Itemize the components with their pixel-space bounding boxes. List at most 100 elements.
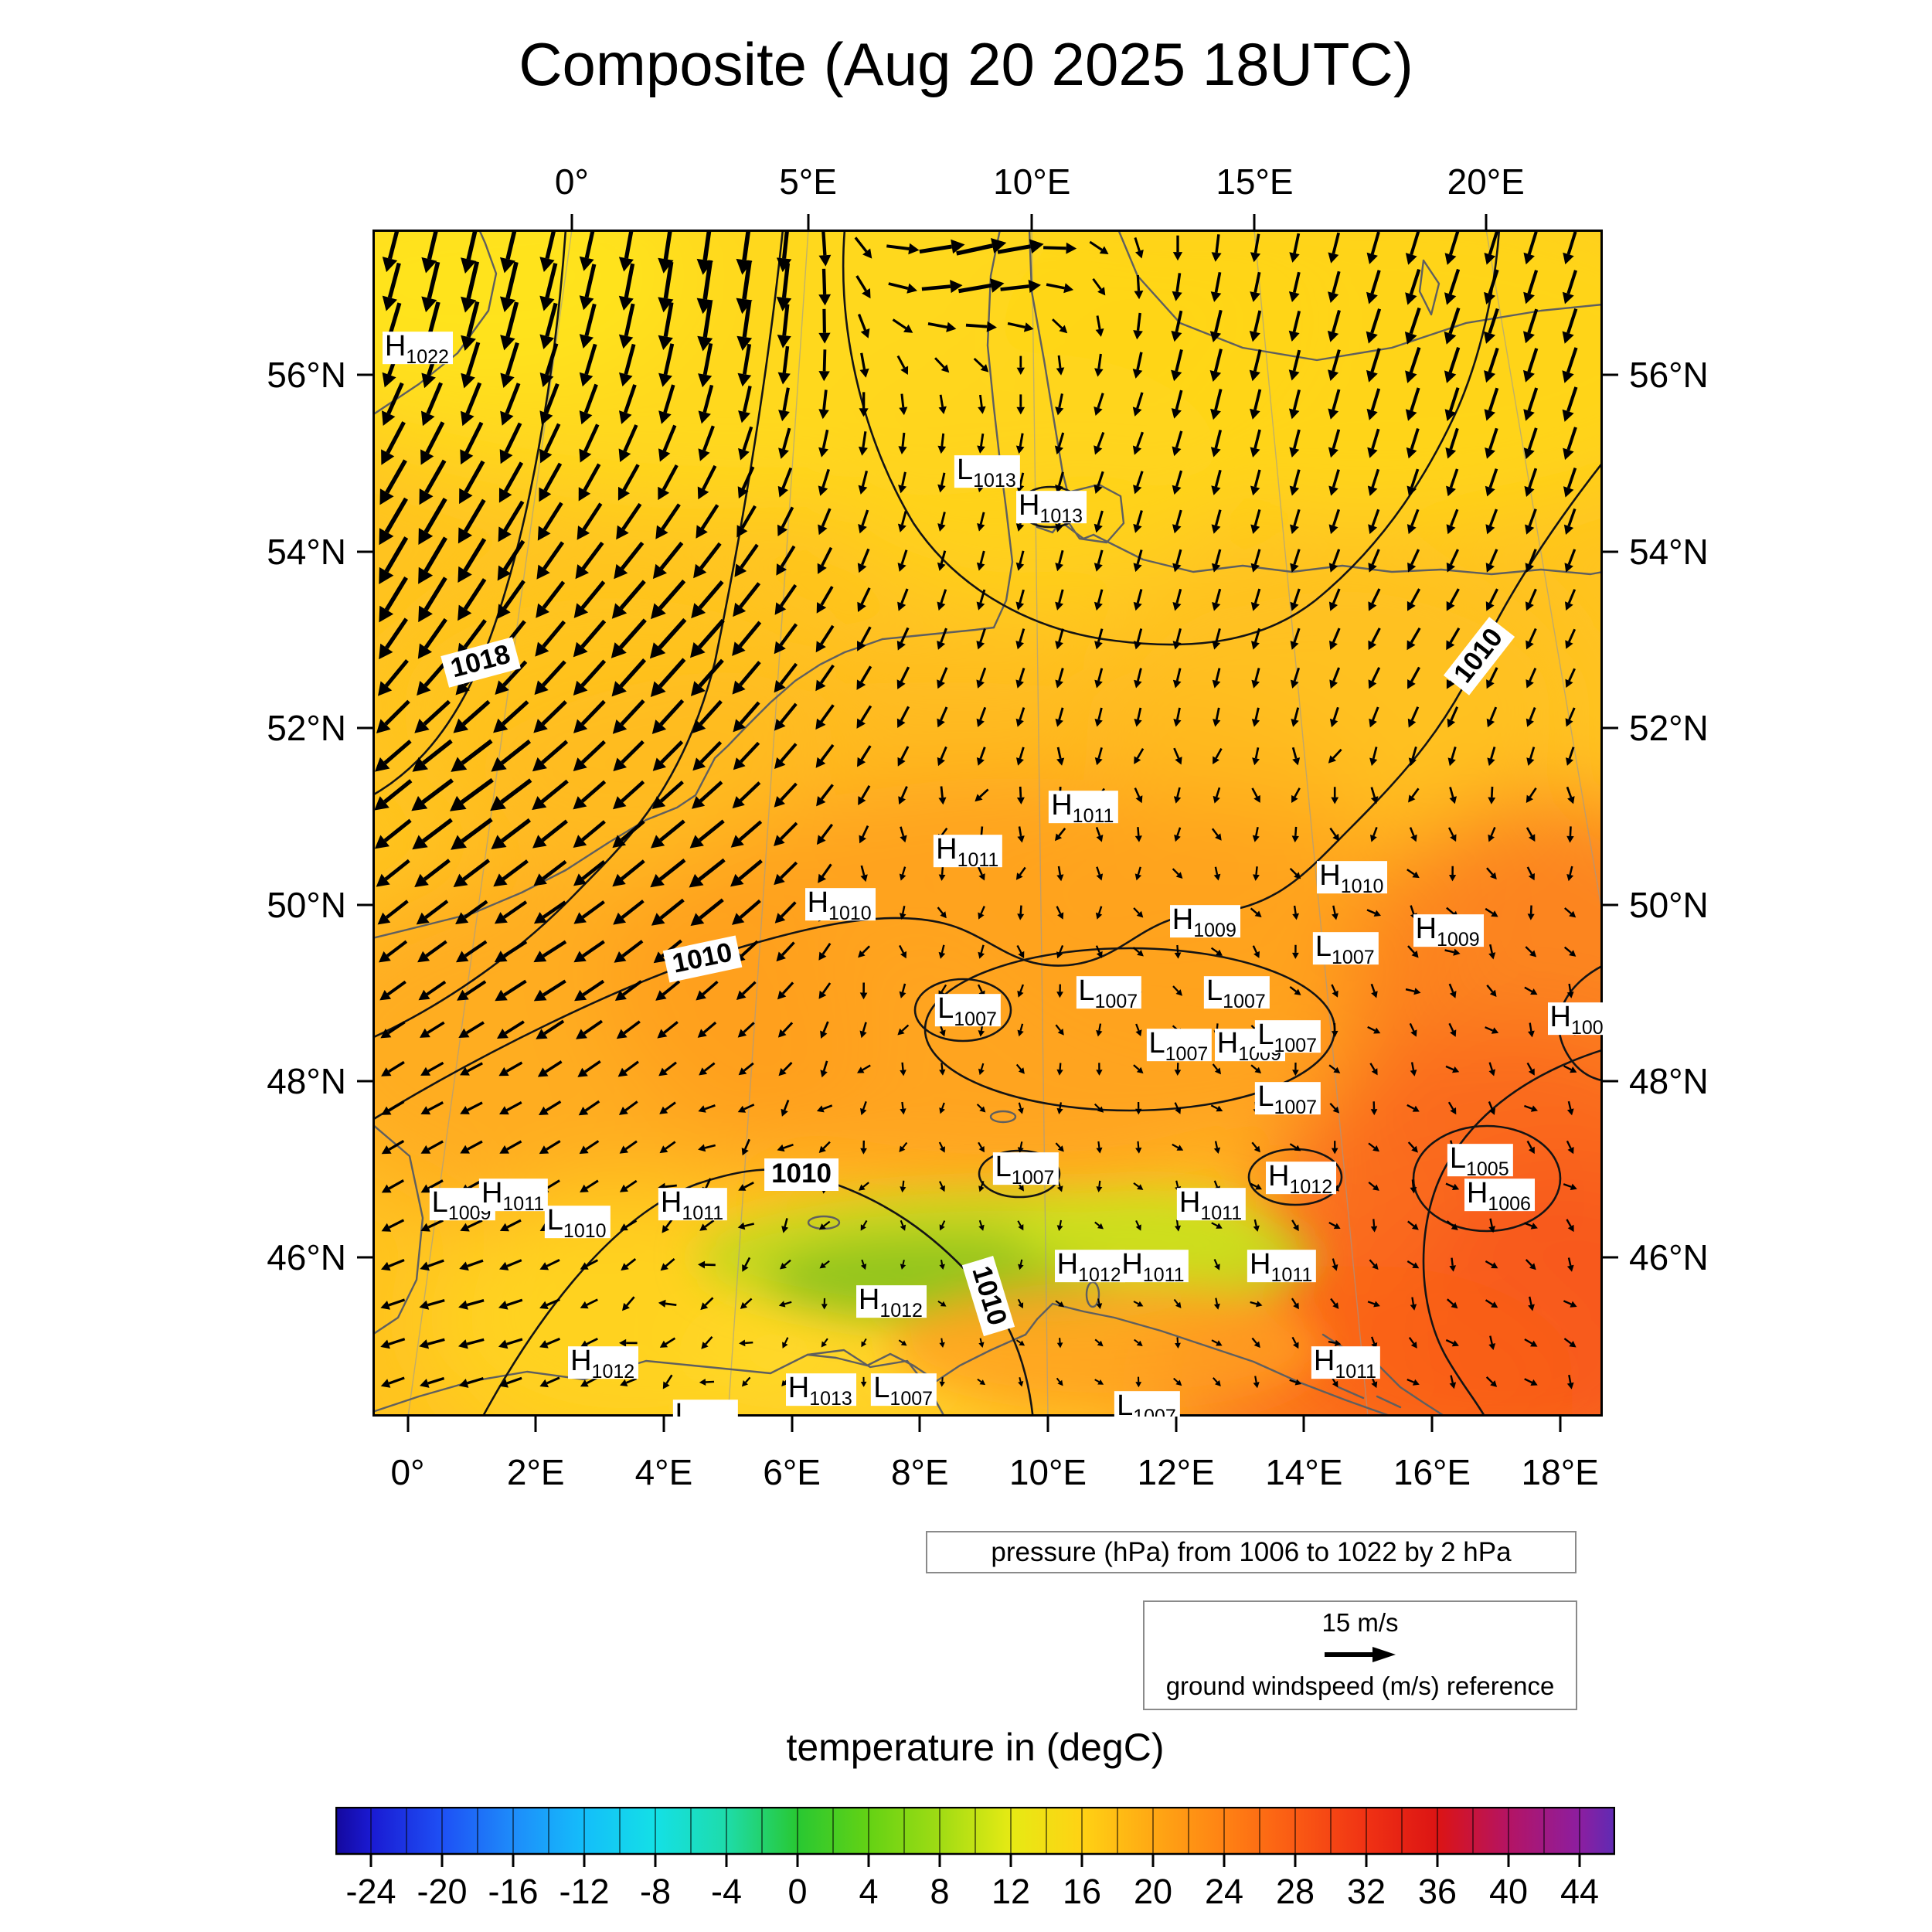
pressure-center-h-1013: H1013 [785, 1372, 856, 1408]
pressure-center-value: 1011 [1270, 1264, 1313, 1287]
pressure-center-h-1010: H1010 [1317, 859, 1388, 896]
pressure-center-l-1007: L1007 [1114, 1390, 1180, 1417]
pressure-center-value: 1007 [1274, 1035, 1318, 1057]
pressure-center-l-1005: L1005 [1447, 1141, 1513, 1179]
pressure-center-letter: H [570, 1345, 592, 1378]
pressure-center-h-1009: H1009 [1169, 903, 1240, 940]
colorbar-tick-36: 36 [1417, 1872, 1458, 1911]
pressure-center-value: 1010 [1340, 876, 1384, 898]
colorbar-tick-20: 20 [1133, 1872, 1173, 1911]
colorbar-tick-40: 40 [1488, 1872, 1529, 1911]
pressure-center-value: 1012 [591, 1361, 635, 1383]
pressure-center-value: 1007 [1274, 1097, 1318, 1119]
pressure-center-value: 1012 [1078, 1264, 1121, 1287]
pressure-center-letter: L [1078, 974, 1095, 1007]
colorbar-tick-12: 12 [991, 1872, 1031, 1911]
pressure-center-letter: H [1549, 1001, 1571, 1034]
pressure-center-letter: H [1250, 1248, 1271, 1281]
pressure-center-letter: H [1172, 903, 1194, 937]
pressure-center-value: 1011 [1200, 1202, 1243, 1225]
pressure-center-letter: L [937, 992, 954, 1025]
colorbar-tick-44: 44 [1560, 1872, 1600, 1911]
pressure-center-value: 1010 [828, 902, 872, 924]
pressure-center-letter: L [1315, 930, 1332, 963]
pressure-center-value: 1011 [502, 1193, 545, 1216]
pressure-center-h-1009: H1009 [1547, 1001, 1603, 1038]
wind-reference-arrow-icon [1325, 1647, 1396, 1662]
pressure-center-h-1012: H1012 [855, 1283, 927, 1321]
pressure-legend-text: pressure (hPa) from 1006 to 1022 by 2 hP… [991, 1536, 1512, 1567]
pressure-center-letter: H [1319, 859, 1341, 893]
pressure-center-l-1007: L1007 [1312, 930, 1379, 967]
colorbar-tick-28: 28 [1275, 1872, 1315, 1911]
pressure-center-letter: H [1056, 1248, 1079, 1281]
pressure-center-letter: L [1449, 1141, 1466, 1175]
contour-label-1010: 1010 [961, 1255, 1015, 1336]
map-border [372, 230, 1603, 1417]
pressure-center-value: 1013 [1039, 505, 1083, 527]
pressure-center-letter: H [660, 1186, 682, 1219]
pressure-center-value: 1022 [406, 346, 449, 369]
contour-label-1010: 1010 [764, 1158, 838, 1192]
pressure-center-value: 1007 [1165, 1043, 1209, 1066]
pressure-center-letter: H [1313, 1345, 1335, 1378]
colorbar-tick-8: 8 [930, 1872, 950, 1911]
pressure-center-value: 1009 [692, 1414, 735, 1417]
pressure-center-l-1009: L1009 [672, 1400, 739, 1417]
colorbar-tick-0: 0 [787, 1872, 808, 1911]
pressure-center-l-1007: L1007 [1255, 1019, 1321, 1057]
pressure-center-letter: H [1466, 1177, 1488, 1210]
colorbar-tick-labels: -24 -20 -16 -12 -8 -4 0 4 8 12 16 20 24 28 32 36 40 44 [335, 1872, 1615, 1918]
pressure-center-value: 1009 [1570, 1017, 1603, 1039]
pressure-center-letter: H [1179, 1186, 1201, 1219]
colorbar-tick--20: -20 [417, 1872, 468, 1911]
pressure-center-letter: L [873, 1371, 890, 1404]
pressure-center-letter: H [858, 1283, 880, 1316]
colorbar-tick-4: 4 [859, 1872, 879, 1911]
pressure-center-value: 1007 [954, 1008, 997, 1030]
contour-label-1010: 1010 [1444, 616, 1515, 696]
pressure-center-letter: H [1018, 488, 1040, 522]
colorbar-tick-16: 16 [1062, 1872, 1102, 1911]
pressure-center-l-1007: L1007 [1204, 974, 1270, 1012]
pressure-center-letter: H [481, 1177, 503, 1210]
pressure-center-h-1011: H1011 [1049, 789, 1118, 826]
pressure-center-h-1012: H1012 [1266, 1159, 1337, 1196]
pressure-center-l-1007: L1007 [871, 1371, 937, 1408]
wind-reference-speed: 15 m/s [1321, 1608, 1399, 1637]
pressure-center-letter: H [1216, 1027, 1239, 1060]
pressure-center-letter: H [936, 833, 957, 866]
colorbar-gradient [335, 1807, 1615, 1867]
pressure-center-letter: L [1148, 1027, 1165, 1060]
pressure-center-letter: H [384, 330, 406, 363]
pressure-center-value: 1012 [1289, 1175, 1333, 1198]
pressure-center-h-1012: H1012 [1054, 1248, 1125, 1285]
colorbar-tick--8: -8 [639, 1872, 672, 1911]
pressure-center-h-1011: H1011 [1311, 1345, 1381, 1382]
pressure-center-h-1011: H1011 [1176, 1186, 1247, 1223]
pressure-center-l-1007: L1007 [992, 1152, 1059, 1188]
pressure-center-letter: L [1257, 1019, 1274, 1052]
wind-reference-box: 15 m/s ground windspeed (m/s) reference [1143, 1600, 1577, 1710]
pressure-center-l-1010: L1010 [544, 1203, 611, 1240]
pressure-center-letter: L [546, 1203, 563, 1236]
pressure-center-letter: L [1206, 974, 1223, 1007]
contour-label-1018: 1018 [440, 636, 521, 688]
pressure-center-value: 1012 [879, 1299, 923, 1321]
pressure-center-value: 1010 [563, 1219, 607, 1242]
map-labels-layer: H1022 L1013 H1013 H1011 H1011 H1010 H1010 H1009… [372, 230, 1603, 1417]
pressure-center-value: 1007 [1223, 990, 1266, 1012]
pressure-center-letter: H [1268, 1159, 1290, 1192]
colorbar-tick-32: 32 [1346, 1872, 1386, 1911]
pressure-center-letter: H [1051, 789, 1073, 822]
pressure-center-value: 1013 [973, 470, 1016, 492]
pressure-center-letter: L [431, 1186, 448, 1219]
pressure-center-value: 1011 [682, 1202, 724, 1225]
temperature-colorbar: -24 -20 -16 -12 -8 -4 0 4 8 12 16 20 24 28 32 36 40 44 [335, 1807, 1615, 1930]
pressure-center-letter: L [956, 454, 974, 487]
pressure-center-l-1007: L1007 [1076, 974, 1142, 1011]
pressure-center-value: 1011 [957, 849, 999, 872]
pressure-center-h-1011: H1011 [934, 833, 1003, 870]
pressure-center-letter: H [1121, 1248, 1143, 1281]
